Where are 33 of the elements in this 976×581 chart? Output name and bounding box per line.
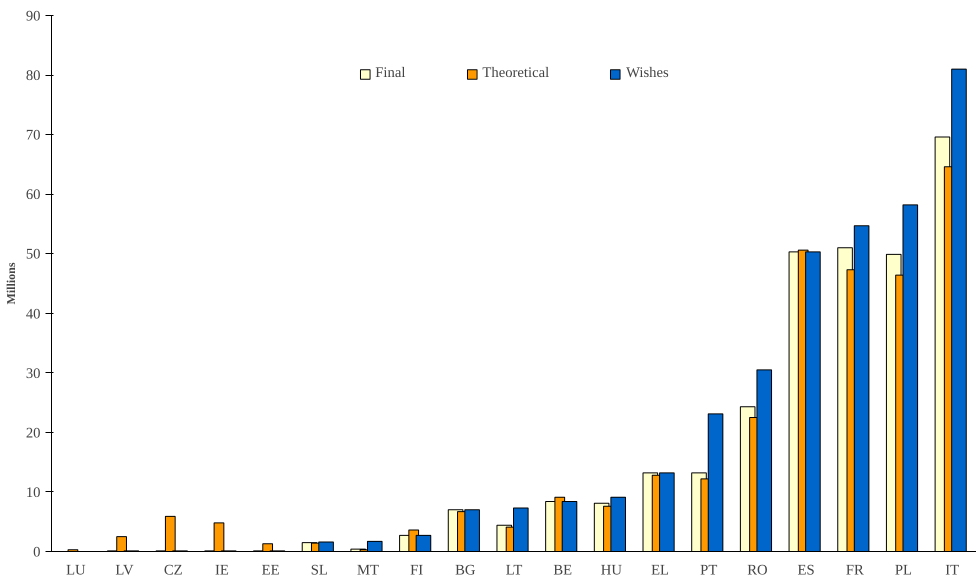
legend-label: Final — [375, 65, 406, 82]
legend-label: Theoretical — [482, 65, 550, 82]
x-tick-label: HU — [600, 562, 622, 578]
x-tick-label: PL — [894, 562, 912, 578]
x-tick-label: LT — [506, 562, 522, 578]
x-tick-label: IT — [945, 562, 960, 578]
y-tick-label: 90 — [26, 8, 40, 24]
x-tick-label: FR — [846, 562, 864, 578]
y-tick-label: 20 — [26, 425, 40, 442]
y-tick-label: 0 — [33, 544, 40, 560]
x-tick-label: SL — [310, 562, 328, 578]
y-tick-label: 40 — [26, 306, 40, 322]
x-tick-label: IE — [214, 562, 229, 578]
x-tick-label: MT — [356, 562, 379, 578]
y-tick-label: 10 — [26, 484, 40, 501]
x-tick-label: BG — [455, 562, 476, 578]
y-tick-label: 60 — [26, 187, 40, 204]
y-tick-label: 80 — [26, 68, 40, 84]
legend-label: Wishes — [626, 65, 669, 82]
x-tick-label: PT — [700, 562, 718, 578]
y-tick-label: 30 — [26, 366, 40, 382]
x-tick-label: EE — [262, 562, 280, 578]
x-tick-label: BE — [553, 562, 572, 578]
y-axis-title: Millions — [4, 262, 18, 305]
x-tick-label: CZ — [164, 562, 183, 578]
x-tick-label: RO — [747, 562, 768, 578]
x-tick-label: ES — [798, 562, 815, 578]
x-tick-label: FI — [410, 562, 424, 578]
y-tick-label: 70 — [26, 128, 40, 144]
x-tick-label: LU — [66, 562, 86, 578]
x-tick-label: EL — [651, 562, 670, 578]
x-tick-label: LV — [115, 562, 134, 578]
y-tick-label: 50 — [26, 246, 40, 263]
